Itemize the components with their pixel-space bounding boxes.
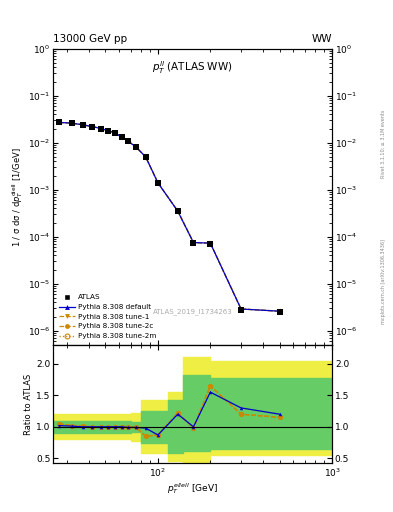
Legend: ATLAS, Pythia 8.308 default, Pythia 8.308 tune-1, Pythia 8.308 tune-2c, Pythia 8: ATLAS, Pythia 8.308 default, Pythia 8.30…	[57, 292, 158, 342]
Text: mcplots.cern.ch [arXiv:1306.3436]: mcplots.cern.ch [arXiv:1306.3436]	[381, 239, 386, 324]
Point	[89, 122, 95, 131]
X-axis label: $p_T^{ellell}$ [GeV]: $p_T^{ellell}$ [GeV]	[167, 481, 218, 496]
Text: Rivet 3.1.10; ≥ 3.1M events: Rivet 3.1.10; ≥ 3.1M events	[381, 109, 386, 178]
Point	[133, 143, 139, 152]
Point	[155, 179, 161, 187]
Text: $p_T^{ll}$ (ATLAS WW): $p_T^{ll}$ (ATLAS WW)	[152, 59, 233, 76]
Y-axis label: Ratio to ATLAS: Ratio to ATLAS	[24, 373, 33, 435]
Point	[125, 137, 131, 145]
Text: 13000 GeV pp: 13000 GeV pp	[53, 33, 127, 44]
Point	[174, 207, 181, 215]
Point	[207, 240, 213, 248]
Point	[56, 118, 62, 126]
Point	[190, 239, 196, 247]
Point	[112, 129, 119, 137]
Text: ATLAS_2019_I1734263: ATLAS_2019_I1734263	[153, 309, 232, 315]
Point	[79, 121, 86, 129]
Text: WW: WW	[312, 33, 332, 44]
Point	[98, 124, 104, 133]
Point	[238, 306, 244, 314]
Point	[277, 308, 283, 316]
Point	[143, 153, 149, 161]
Point	[69, 119, 75, 127]
Y-axis label: 1 / σ dσ / d$p_T^{\mathrm{diell}}$ [1/GeV]: 1 / σ dσ / d$p_T^{\mathrm{diell}}$ [1/Ge…	[10, 147, 25, 247]
Point	[119, 133, 125, 141]
Point	[105, 126, 112, 135]
